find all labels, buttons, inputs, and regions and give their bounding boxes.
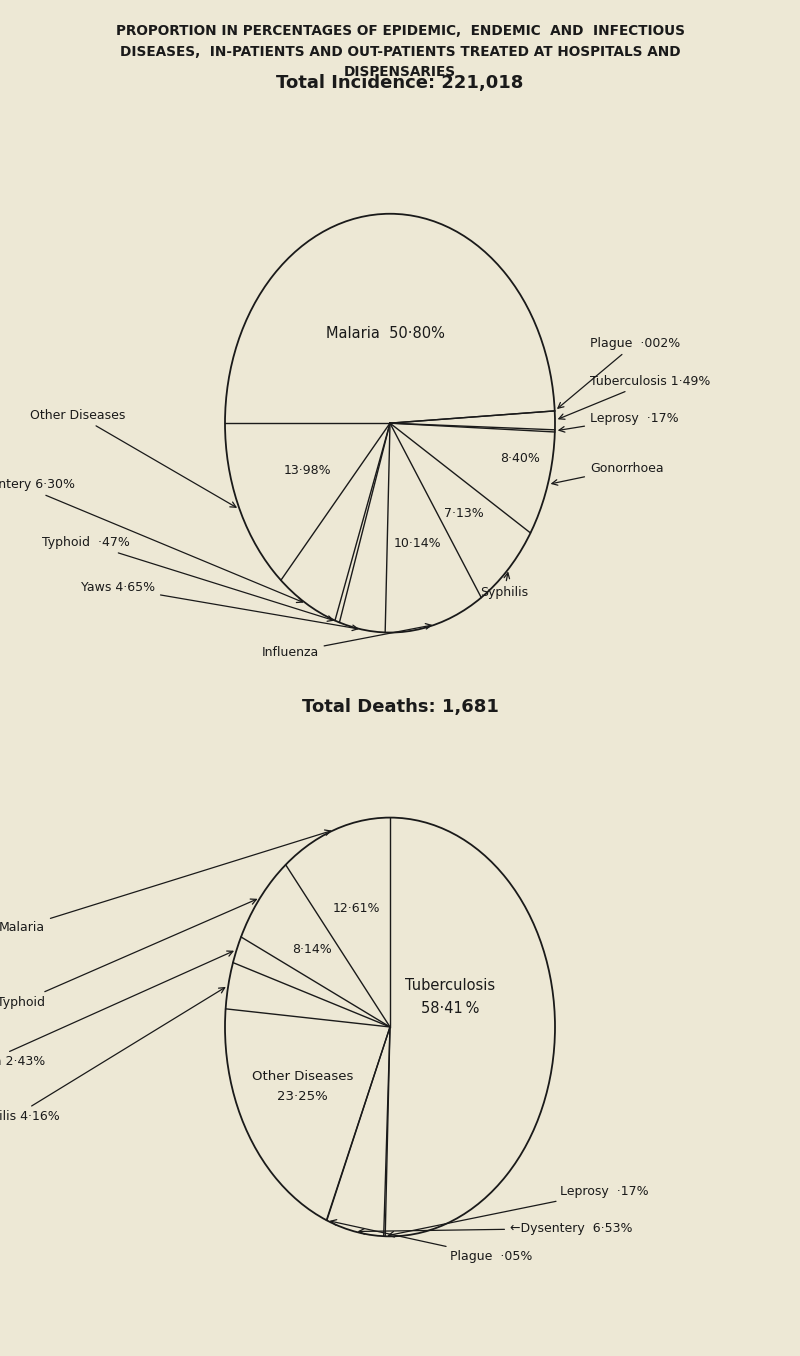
Text: Tuberculosis
58·41 %: Tuberculosis 58·41 % — [405, 978, 495, 1016]
Text: Plague  ·002%: Plague ·002% — [558, 336, 680, 408]
Text: Gonorrhoea 2·43%: Gonorrhoea 2·43% — [0, 951, 233, 1069]
Text: Plague  ·05%: Plague ·05% — [330, 1219, 532, 1262]
Text: Gonorrhoea: Gonorrhoea — [552, 461, 664, 485]
Text: ←Dysentery  6·53%: ←Dysentery 6·53% — [359, 1222, 633, 1235]
Text: 7·13%: 7·13% — [444, 507, 483, 519]
Text: 12·61%: 12·61% — [333, 902, 381, 915]
Text: Syphilis 4·16%: Syphilis 4·16% — [0, 987, 225, 1123]
Text: Total Incidence: 221,018: Total Incidence: 221,018 — [276, 75, 524, 92]
Text: Other Diseases: Other Diseases — [30, 408, 236, 507]
Text: Total Deaths: 1,681: Total Deaths: 1,681 — [302, 698, 498, 716]
Text: Typhoid: Typhoid — [0, 899, 256, 1009]
Text: Typhoid  ·47%: Typhoid ·47% — [42, 537, 334, 621]
Text: Yaws 4·65%: Yaws 4·65% — [81, 582, 358, 631]
Text: Other Diseases
23·25%: Other Diseases 23·25% — [252, 1070, 353, 1102]
Text: DISPENSARIES: DISPENSARIES — [344, 65, 456, 79]
Text: PROPORTION IN PERCENTAGES OF EPIDEMIC,  ENDEMIC  AND  INFECTIOUS: PROPORTION IN PERCENTAGES OF EPIDEMIC, E… — [115, 24, 685, 38]
Text: Syphilis: Syphilis — [480, 572, 528, 599]
Text: 8·14%: 8·14% — [292, 942, 332, 956]
Text: Influenza: Influenza — [262, 624, 431, 659]
Text: Malaria: Malaria — [0, 830, 330, 934]
Text: DISEASES,  IN-PATIENTS AND OUT-PATIENTS TREATED AT HOSPITALS AND: DISEASES, IN-PATIENTS AND OUT-PATIENTS T… — [120, 45, 680, 58]
Text: Malaria  50·80%: Malaria 50·80% — [326, 325, 445, 340]
Text: 10·14%: 10·14% — [394, 537, 441, 551]
Text: Leprosy  ·17%: Leprosy ·17% — [559, 412, 678, 433]
Text: Leprosy  ·17%: Leprosy ·17% — [389, 1185, 649, 1237]
Text: Dysentery 6·30%: Dysentery 6·30% — [0, 479, 302, 602]
Text: 13·98%: 13·98% — [283, 464, 331, 477]
Text: Tuberculosis 1·49%: Tuberculosis 1·49% — [559, 374, 710, 419]
Text: 8·40%: 8·40% — [501, 452, 541, 465]
